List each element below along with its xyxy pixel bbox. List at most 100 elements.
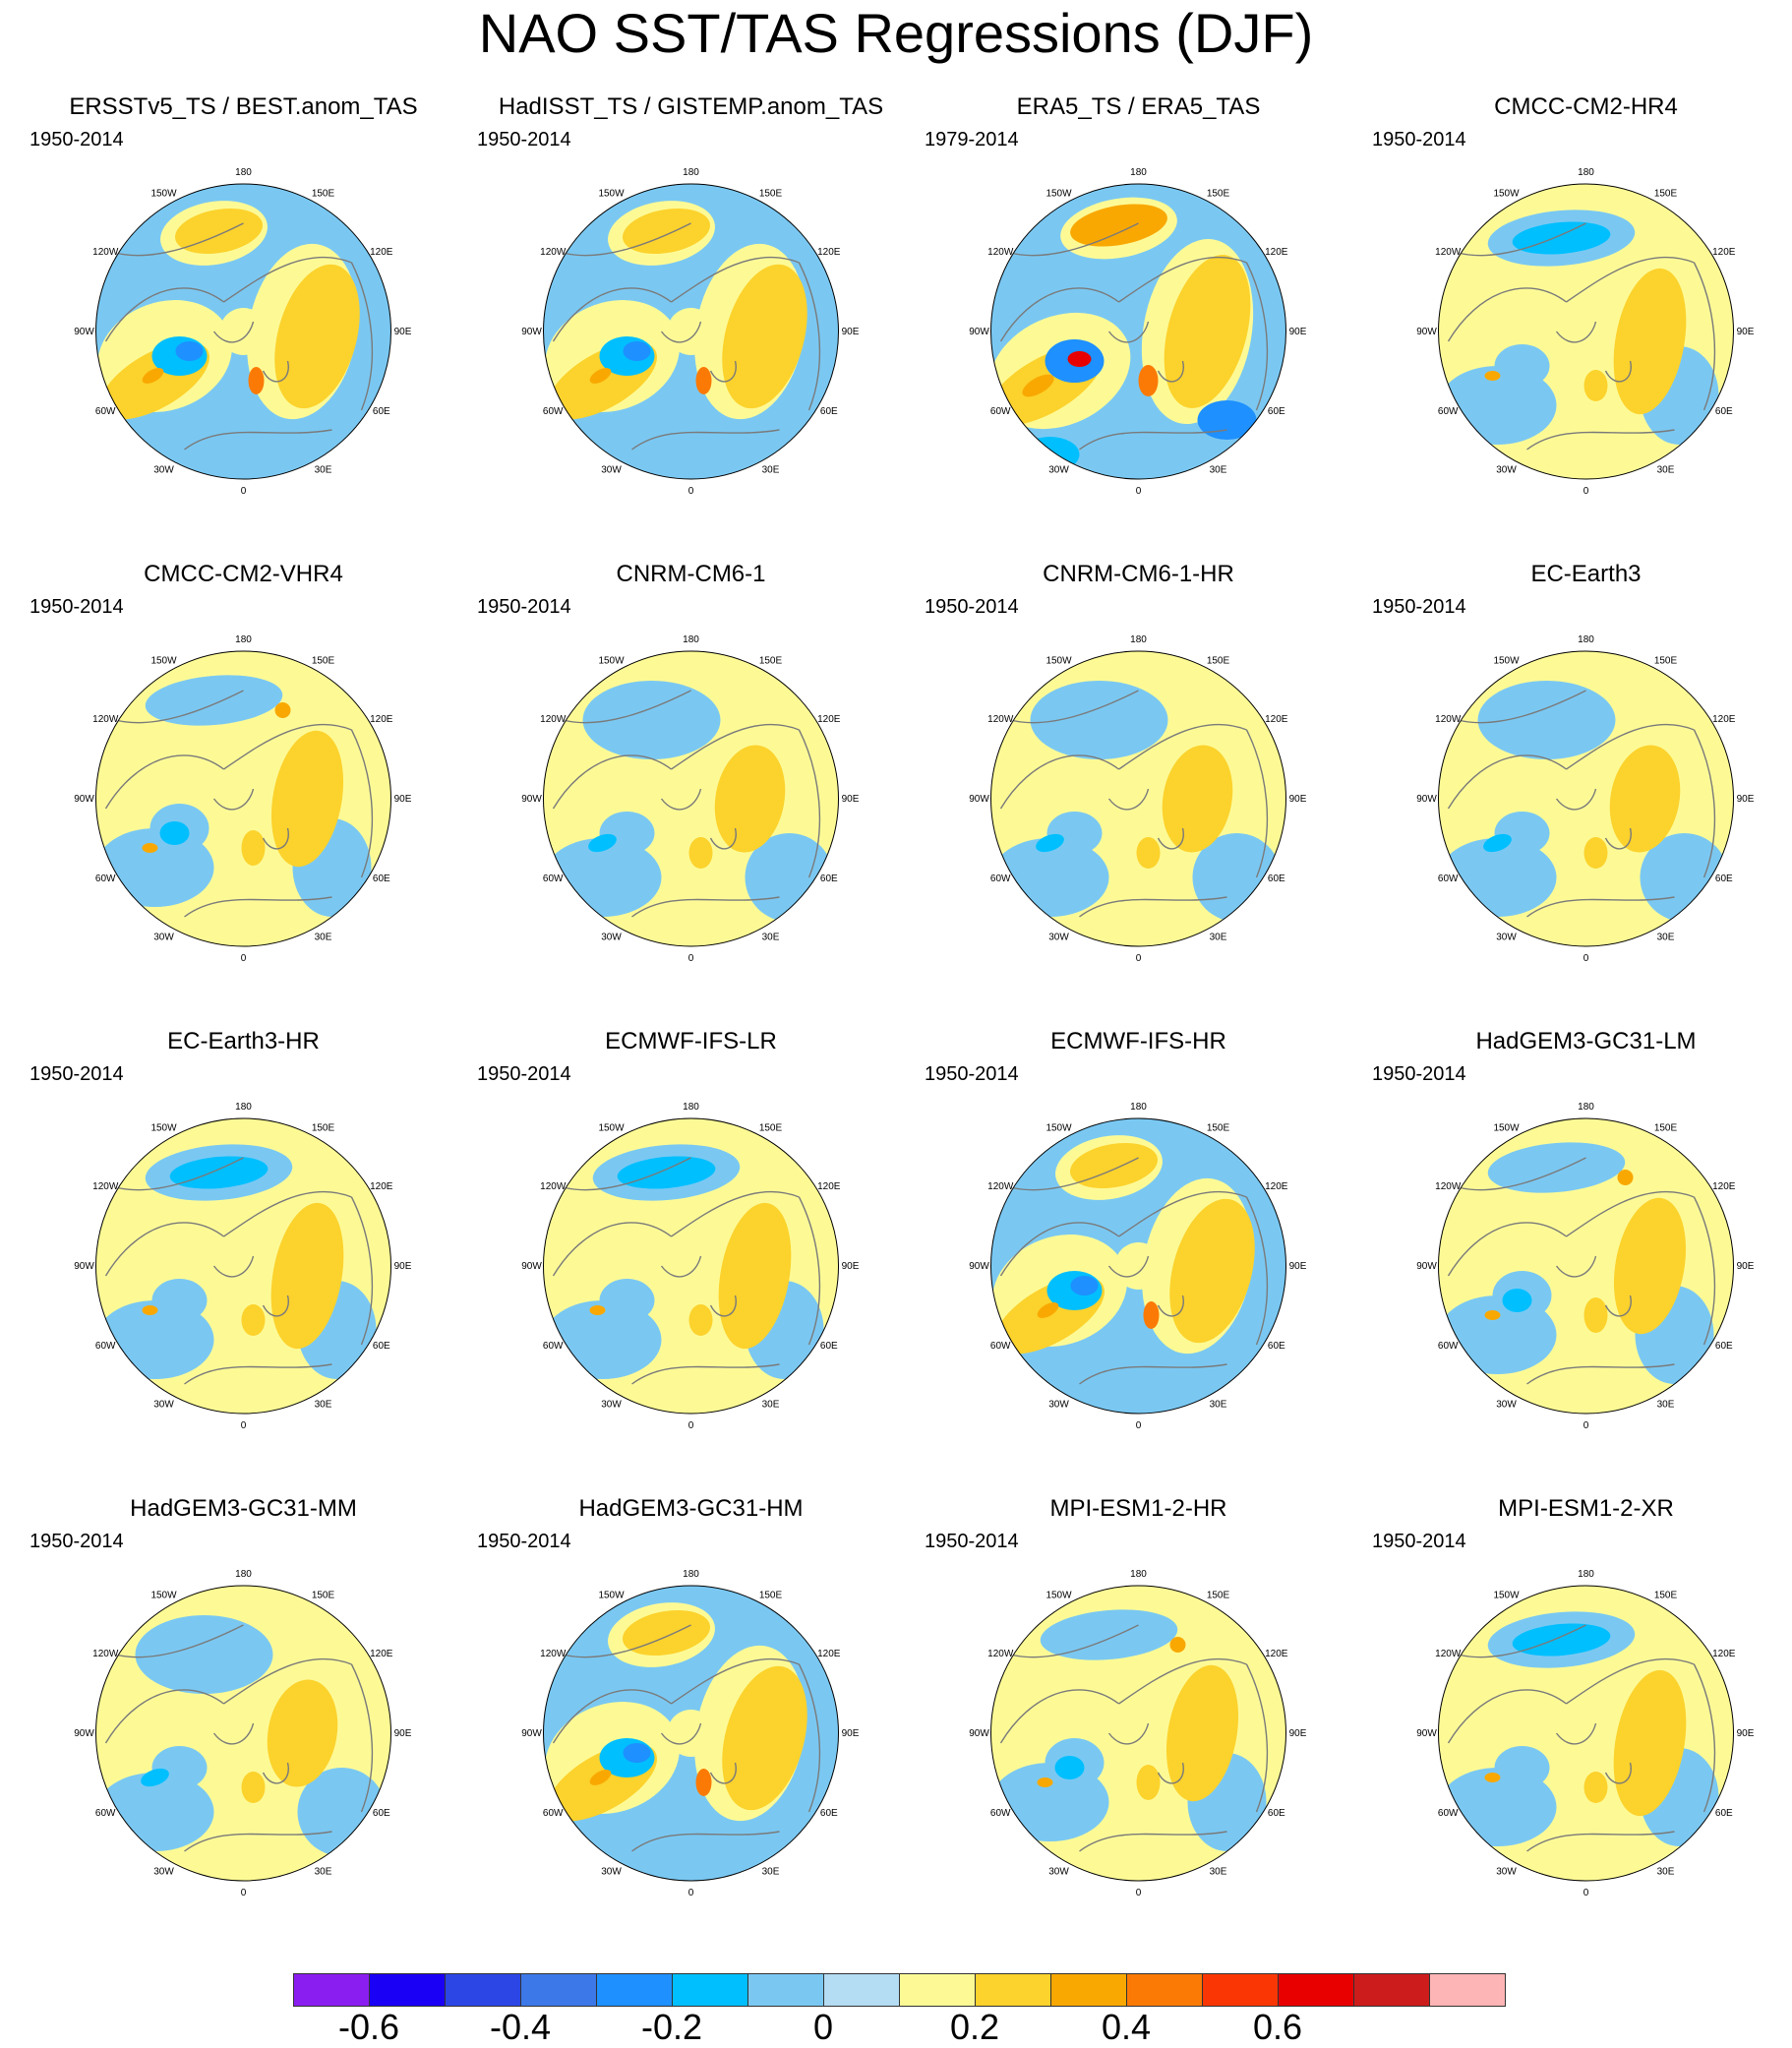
map-boundary	[1438, 183, 1734, 480]
longitude-label: 90E	[842, 1261, 860, 1272]
longitude-label: 30E	[1210, 464, 1227, 475]
longitude-label: 90W	[74, 1261, 94, 1272]
map-boundary	[1438, 1585, 1734, 1882]
longitude-label: 90E	[1737, 794, 1755, 805]
map-boundary	[95, 183, 391, 480]
longitude-label: 150W	[150, 1591, 177, 1601]
longitude-label: 60W	[1438, 406, 1459, 417]
coastline	[350, 262, 374, 411]
panel-period: 1950-2014	[477, 1531, 571, 1552]
coastline	[104, 1689, 224, 1744]
longitude-label: 120W	[92, 1649, 119, 1659]
longitude-label: 0	[241, 953, 247, 964]
regression-field	[990, 1118, 1286, 1414]
panel-title: ECMWF-IFS-LR	[605, 1028, 777, 1054]
longitude-label: 30W	[153, 1399, 174, 1410]
coastline	[709, 1762, 737, 1784]
longitude-label: 120W	[1435, 1649, 1462, 1659]
coastline	[1157, 1295, 1184, 1317]
longitude-label: 150W	[1493, 189, 1520, 200]
longitude-label: 90E	[842, 327, 860, 337]
longitude-label: 90E	[394, 1728, 412, 1739]
longitude-label: 90W	[969, 794, 989, 805]
panel-period: 1950-2014	[1372, 129, 1466, 151]
longitude-label: 120W	[92, 1181, 119, 1192]
longitude-label: 90E	[394, 1261, 412, 1272]
longitude-label: 150E	[312, 656, 335, 667]
longitude-label: 150E	[1654, 1591, 1678, 1601]
longitude-label: 120W	[540, 1181, 567, 1192]
longitude-label: 150W	[1493, 1123, 1520, 1134]
longitude-label: 0	[1136, 486, 1142, 497]
coastline	[709, 827, 737, 850]
colorbar-swatch	[369, 1973, 446, 2007]
panel-period: 1950-2014	[925, 596, 1019, 618]
panel-title: HadGEM3-GC31-HM	[578, 1495, 804, 1522]
longitude-label: 60W	[95, 873, 116, 884]
coastline	[262, 827, 289, 850]
coastline	[104, 1222, 224, 1277]
longitude-label: 0	[688, 953, 694, 964]
coastline	[631, 429, 780, 451]
coastline	[1010, 1157, 1139, 1191]
map-panel: ECMWF-IFS-LR 180 150E 120E 90E 60E 30E 0 30W 60W 9…	[467, 1028, 915, 1495]
longitude-label: 30W	[153, 932, 174, 942]
longitude-label: 60W	[990, 1808, 1011, 1819]
panel-title: CNRM-CM6-1	[616, 561, 766, 587]
longitude-label: 120E	[370, 1181, 393, 1192]
coastline	[1118, 1191, 1247, 1237]
coastline	[798, 1196, 821, 1346]
longitude-label: 180	[1578, 634, 1594, 645]
coastline	[999, 754, 1119, 810]
polar-map: 180 150E 120E 90E 60E 30E 0 30W 60W 90W 120W 150W	[969, 1102, 1307, 1431]
panel-period: 1950-2014	[477, 1063, 571, 1085]
longitude-label: 30E	[315, 464, 332, 475]
longitude-label: 90W	[74, 1728, 94, 1739]
panel-title: CMCC-CM2-VHR4	[144, 561, 343, 587]
map-panel-grid: ERSSTv5_TS / BEST.anom_TAS 180 150E 120E 90E…	[20, 93, 1792, 1962]
map-panel: HadGEM3-GC31-HM 180 150E 120E 90E 60E 30E 0 30W 6…	[467, 1495, 915, 1962]
coastline	[1245, 1196, 1269, 1346]
longitude-label: 0	[241, 1888, 247, 1898]
coastline	[1107, 321, 1150, 343]
map-boundary	[990, 1117, 1286, 1415]
coastline	[1157, 360, 1184, 383]
colorbar-tick-label: -0.4	[489, 2007, 552, 2047]
regression-field	[1438, 1586, 1734, 1881]
map-boundary	[543, 1585, 839, 1882]
polar-map: 180 150E 120E 90E 60E 30E 0 30W 60W 90W 120W 150W	[969, 167, 1307, 497]
panel-title: EC-Earth3	[1530, 561, 1642, 587]
longitude-label: 120W	[987, 1649, 1014, 1659]
map-panel: HadGEM3-GC31-LM 180 150E 120E 90E 60E 30E 0 30W 6…	[1362, 1028, 1792, 1495]
longitude-label: 150E	[1207, 1123, 1230, 1134]
panel-title: ECMWF-IFS-HR	[1050, 1028, 1226, 1054]
longitude-label: 30W	[601, 1399, 622, 1410]
map-panel: CMCC-CM2-VHR4 180 150E 120E 90E 60E 30E 0 30W 60W…	[20, 561, 467, 1028]
coastline	[1693, 1663, 1716, 1813]
regression-field	[1438, 1118, 1734, 1414]
longitude-label: 120E	[1265, 714, 1288, 725]
polar-map: 180 150E 120E 90E 60E 30E 0 30W 60W 90W 120W 150W	[74, 1102, 412, 1431]
longitude-label: 60E	[373, 1341, 390, 1352]
longitude-label: 30E	[1657, 1866, 1675, 1877]
longitude-label: 30W	[1496, 1399, 1517, 1410]
longitude-label: 60W	[1438, 873, 1459, 884]
polar-map: 180 150E 120E 90E 60E 30E 0 30W 60W 90W 120W 150W	[969, 1569, 1307, 1898]
longitude-label: 30E	[1657, 932, 1675, 942]
coastline	[1107, 1255, 1150, 1278]
coastline	[660, 788, 702, 811]
coastline	[671, 1191, 800, 1237]
longitude-label: 60W	[95, 1341, 116, 1352]
coastline	[671, 1658, 800, 1705]
longitude-label: 180	[1130, 1569, 1147, 1580]
coastline	[1693, 729, 1716, 878]
longitude-label: 0	[1136, 953, 1142, 964]
colorbar-tick-label: -0.2	[640, 2007, 703, 2047]
coastline	[1526, 1363, 1675, 1385]
map-panel: MPI-ESM1-2-XR 180 150E 120E 90E 60E 30E 0 30W 60W…	[1362, 1495, 1792, 1962]
coastline	[184, 429, 332, 451]
coastline	[350, 1196, 374, 1346]
longitude-label: 90W	[1416, 327, 1437, 337]
coastline	[223, 724, 352, 770]
colorbar-tick-label: 0.6	[1252, 2007, 1303, 2047]
